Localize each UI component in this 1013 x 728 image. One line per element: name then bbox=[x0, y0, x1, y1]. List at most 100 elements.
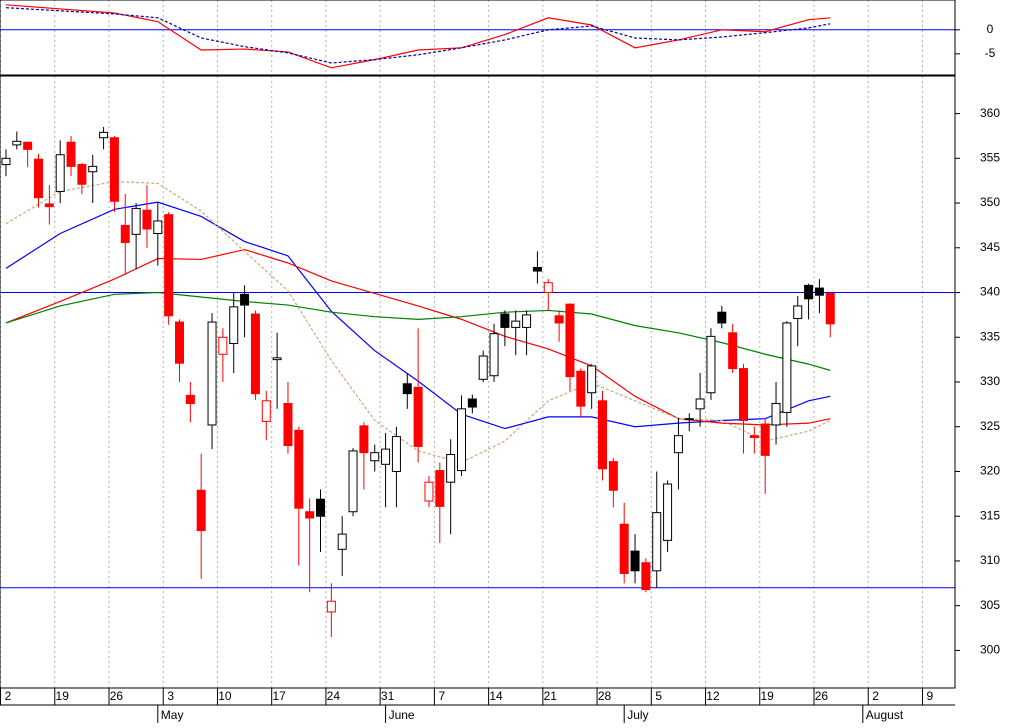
candle-body bbox=[23, 141, 33, 150]
candle-body bbox=[381, 448, 391, 465]
candle-body bbox=[446, 453, 456, 483]
candle-body bbox=[77, 164, 87, 185]
candle-body bbox=[630, 550, 640, 572]
candle-body bbox=[185, 394, 195, 404]
candle-body bbox=[728, 332, 738, 370]
candle-body bbox=[457, 408, 467, 472]
y-tick-label: 325 bbox=[980, 419, 1000, 433]
month-label: June bbox=[389, 708, 415, 722]
x-tick-label: 31 bbox=[381, 689, 395, 703]
x-tick-label: 19 bbox=[56, 689, 70, 703]
x-tick-label: 3 bbox=[167, 689, 174, 703]
x-tick-label: 26 bbox=[110, 689, 124, 703]
candle-body bbox=[500, 313, 510, 328]
month-label: May bbox=[161, 708, 184, 722]
x-tick-label: 14 bbox=[489, 689, 503, 703]
y-tick-label: 340 bbox=[980, 285, 1000, 299]
candle-body bbox=[435, 470, 445, 507]
candle-body bbox=[283, 402, 293, 447]
candle-body bbox=[348, 450, 358, 513]
candle-body bbox=[804, 284, 814, 300]
indicator-line bbox=[5, 180, 831, 464]
indicator-line bbox=[5, 7, 831, 64]
x-tick-label: 2 bbox=[872, 689, 879, 703]
candle-body bbox=[218, 336, 228, 355]
candle-body bbox=[424, 481, 434, 502]
y-tick-label: 315 bbox=[980, 508, 1000, 522]
y-tick-label: 305 bbox=[980, 598, 1000, 612]
candle-body bbox=[760, 423, 770, 456]
candle-body bbox=[576, 370, 586, 407]
indicator-line bbox=[5, 4, 831, 69]
y-tick-label: 320 bbox=[980, 464, 1000, 478]
y-tick-label: 0 bbox=[987, 22, 994, 36]
candle-body bbox=[294, 429, 304, 509]
candle-body bbox=[543, 282, 553, 294]
candle-body bbox=[652, 512, 662, 572]
y-tick-label: 345 bbox=[980, 240, 1000, 254]
candle-body bbox=[1, 157, 11, 166]
candle-body bbox=[66, 141, 76, 167]
x-tick-label: 9 bbox=[927, 689, 934, 703]
candle-body bbox=[814, 287, 824, 296]
candle-body bbox=[250, 313, 260, 395]
candle-body bbox=[706, 335, 716, 394]
candle-body bbox=[663, 483, 673, 541]
candle-body bbox=[142, 209, 152, 230]
x-tick-label: 10 bbox=[218, 689, 232, 703]
x-tick-label: 24 bbox=[327, 689, 341, 703]
candle-body bbox=[99, 131, 109, 139]
candle-body bbox=[153, 220, 163, 234]
x-tick-label: 19 bbox=[761, 689, 775, 703]
candle-body bbox=[825, 292, 835, 325]
candle-body bbox=[402, 383, 412, 395]
candle-body bbox=[467, 398, 477, 408]
candle-body bbox=[88, 165, 98, 173]
x-tick-label: 12 bbox=[706, 689, 720, 703]
candle-body bbox=[175, 321, 185, 364]
candle-body bbox=[196, 489, 206, 532]
candle-body bbox=[565, 303, 575, 378]
candle-body bbox=[55, 154, 65, 192]
candle-body bbox=[164, 214, 174, 317]
x-tick-label: 5 bbox=[655, 689, 662, 703]
y-tick-label: 300 bbox=[980, 643, 1000, 657]
candle-body bbox=[131, 207, 141, 235]
candle-body bbox=[684, 418, 694, 421]
indicator-line bbox=[5, 201, 831, 430]
y-tick-label: 355 bbox=[980, 150, 1000, 164]
candle-body bbox=[337, 533, 347, 550]
candle-body bbox=[359, 425, 369, 454]
candle-body bbox=[489, 333, 499, 377]
candle-body bbox=[370, 452, 380, 462]
y-tick-label: 330 bbox=[980, 374, 1000, 388]
candle-body bbox=[305, 511, 315, 519]
candle-body bbox=[771, 402, 781, 426]
candle-body bbox=[391, 436, 401, 472]
candle-body bbox=[717, 311, 727, 324]
x-tick-label: 21 bbox=[544, 689, 558, 703]
panel-frame bbox=[0, 0, 956, 76]
candle-body bbox=[478, 355, 488, 380]
x-tick-label: 26 bbox=[815, 689, 829, 703]
candle-body bbox=[554, 315, 564, 324]
candle-body bbox=[522, 314, 532, 328]
candle-body bbox=[619, 523, 629, 574]
candle-body bbox=[207, 321, 217, 426]
candle-body bbox=[240, 293, 250, 306]
candle-body bbox=[608, 461, 618, 491]
candle-body bbox=[12, 140, 22, 146]
candle-body bbox=[532, 266, 542, 272]
candle-body bbox=[793, 305, 803, 319]
candle-body bbox=[229, 306, 239, 345]
panel-frame bbox=[0, 75, 956, 689]
candle-body bbox=[511, 320, 521, 328]
candle-body bbox=[44, 203, 54, 208]
candle-body bbox=[739, 368, 749, 421]
x-tick-label: 28 bbox=[598, 689, 612, 703]
candle-body bbox=[272, 357, 282, 361]
candle-body bbox=[120, 224, 130, 243]
candle-body bbox=[749, 435, 759, 438]
